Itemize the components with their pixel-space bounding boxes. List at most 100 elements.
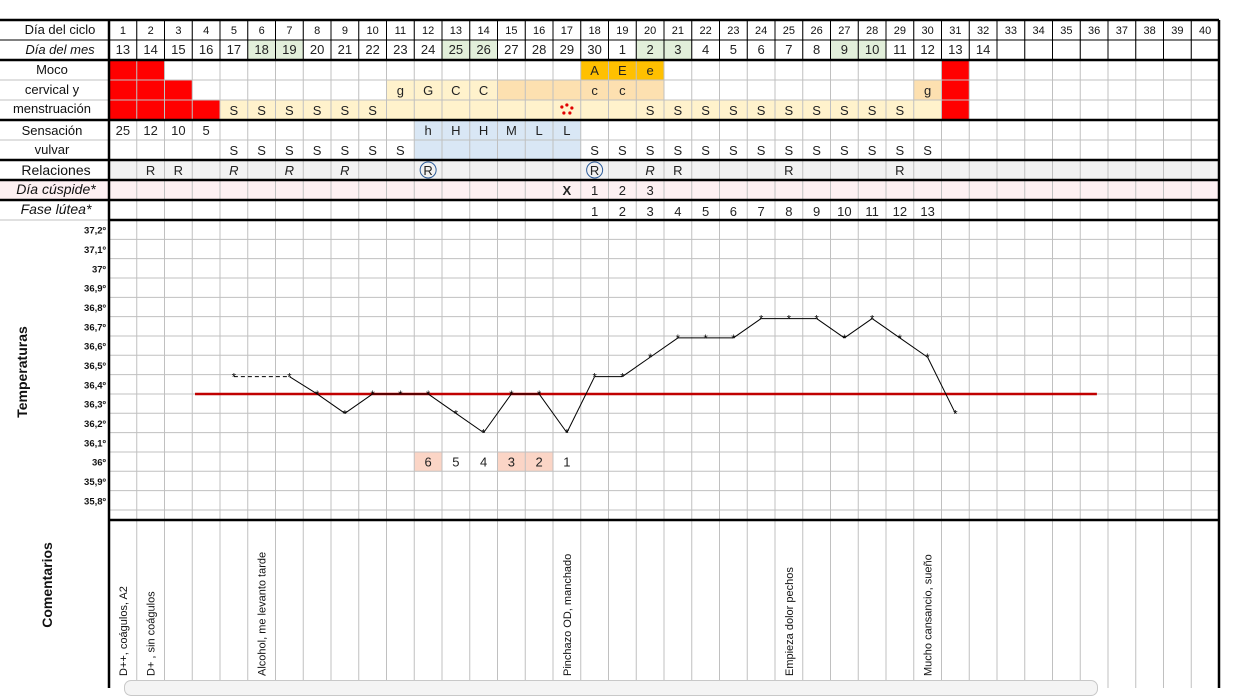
month-day: 27 <box>504 42 518 57</box>
cycle-day: 37 <box>1116 25 1128 37</box>
label-ciclo: Día del ciclo <box>25 22 96 37</box>
temperature-point: * <box>620 372 625 384</box>
month-day: 23 <box>393 42 407 57</box>
moco-cell <box>580 60 664 80</box>
cycle-day: 3 <box>175 25 181 37</box>
moco-value: C <box>451 83 460 98</box>
comment-text: Empieza dolor pechos <box>784 567 796 676</box>
relaciones-value: R <box>285 163 294 178</box>
month-day: 11 <box>893 42 907 57</box>
moco-value: S <box>701 103 710 118</box>
moco-value: A <box>590 63 599 78</box>
relaciones-circle <box>419 161 437 179</box>
moco-value: S <box>812 103 821 118</box>
month-day: 12 <box>920 42 934 57</box>
cycle-day: 26 <box>811 25 823 37</box>
moco-value: S <box>230 103 239 118</box>
moco-value: S <box>868 103 877 118</box>
sensacion-value: S <box>257 143 266 158</box>
cycle-day: 33 <box>1005 25 1017 37</box>
label-lutea: Fase lútea* <box>21 201 92 217</box>
count-mark: 6 <box>425 455 432 470</box>
temperature-segment <box>899 337 928 358</box>
y-tick-label: 36,2º <box>84 419 106 430</box>
sensacion-value: S <box>230 143 239 158</box>
sensacion-value: 25 <box>116 123 130 138</box>
moco-value: S <box>341 103 350 118</box>
label-sensacion-1: Sensación <box>22 123 83 138</box>
sensacion-value: S <box>757 143 766 158</box>
month-day: 26 <box>476 42 490 57</box>
lutea-value: 5 <box>702 204 709 219</box>
sensacion-value: S <box>701 143 710 158</box>
temperature-segment <box>927 357 956 414</box>
month-day: 10 <box>865 42 879 57</box>
label-sensacion-2: vulvar <box>35 142 70 157</box>
temperature-point: * <box>703 333 708 345</box>
temperature-segment <box>455 412 484 434</box>
month-highlight-cell <box>664 40 692 60</box>
cycle-day: 35 <box>1060 25 1072 37</box>
horizontal-scrollbar[interactable] <box>124 680 1098 696</box>
month-day: 22 <box>365 42 379 57</box>
label-moco-3: menstruación <box>13 101 91 116</box>
month-day: 6 <box>758 42 765 57</box>
sensacion-value: S <box>618 143 627 158</box>
moco-cell <box>580 80 664 100</box>
moco-value: g <box>397 83 404 98</box>
temperature-point: * <box>481 428 486 440</box>
sensacion-value: M <box>506 123 517 138</box>
temperature-point: * <box>898 333 903 345</box>
temperature-point: * <box>814 314 819 326</box>
lutea-value: 9 <box>813 204 820 219</box>
lutea-value: 10 <box>837 204 851 219</box>
y-tick-label: 36,8º <box>84 303 106 314</box>
menstruation-cell <box>192 100 220 120</box>
spotting-dot <box>565 103 569 107</box>
moco-value: S <box>674 103 683 118</box>
moco-value: S <box>896 103 905 118</box>
temperature-segment <box>733 318 762 339</box>
temperature-point: * <box>426 389 431 401</box>
temperature-point: * <box>454 408 459 420</box>
moco-value: S <box>368 103 377 118</box>
moco-value: g <box>924 83 931 98</box>
sensacion-value: S <box>285 143 294 158</box>
comment-text: Mucho cansancio, sueño <box>923 554 935 676</box>
month-day: 8 <box>813 42 820 57</box>
sensacion-value: S <box>590 143 599 158</box>
temperature-segment <box>538 393 568 433</box>
temperature-point: * <box>953 408 958 420</box>
y-tick-label: 37,2º <box>84 226 106 237</box>
row-labels: Día del ciclo Día del mes Moco cervical … <box>13 22 96 628</box>
moco-value: c <box>591 83 598 98</box>
month-day: 20 <box>310 42 324 57</box>
cycle-day: 34 <box>1033 25 1045 37</box>
temperature-plot: * * * * * * * * * * * * * * * * * * * * * * * * * * <box>195 314 1097 440</box>
sensacion-value: S <box>812 143 821 158</box>
relaciones-value: R <box>784 163 793 178</box>
temperature-point: * <box>759 314 764 326</box>
temperature-point: * <box>232 372 237 384</box>
cuspide-value: X <box>563 183 572 198</box>
relaciones-value: R <box>229 163 238 178</box>
y-tick-label: 37,1º <box>84 245 106 256</box>
relaciones-value: R <box>423 163 432 178</box>
sensacion-value: S <box>923 143 932 158</box>
cuspide-row-bg <box>0 180 1219 200</box>
y-tick-label: 36,5º <box>84 361 106 372</box>
temperature-segment <box>844 318 873 339</box>
temperature-point: * <box>537 389 542 401</box>
month-highlight-cell <box>858 40 886 60</box>
cycle-day: 15 <box>505 25 517 37</box>
cycle-day: 23 <box>727 25 739 37</box>
menstruation-cell <box>164 80 193 100</box>
lutea-value: 12 <box>893 204 907 219</box>
relaciones-value: R <box>673 163 682 178</box>
month-highlight-cell <box>247 40 276 60</box>
y-tick-label: 36º <box>92 458 107 469</box>
temperature-segment <box>816 318 845 339</box>
month-highlight-cell <box>275 40 304 60</box>
count-mark: 4 <box>480 455 487 470</box>
